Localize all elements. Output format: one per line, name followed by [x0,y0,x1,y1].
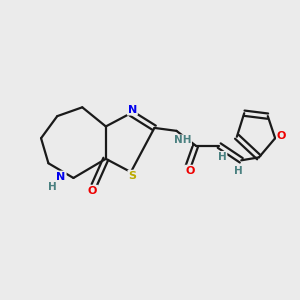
Text: O: O [277,131,286,141]
Text: H: H [234,167,243,176]
Text: S: S [128,171,136,181]
Text: H: H [48,182,57,192]
Text: N: N [56,172,66,182]
Text: N: N [128,105,137,115]
Text: NH: NH [174,135,191,145]
Text: O: O [88,186,97,196]
Text: H: H [218,152,226,162]
Text: O: O [185,166,194,176]
